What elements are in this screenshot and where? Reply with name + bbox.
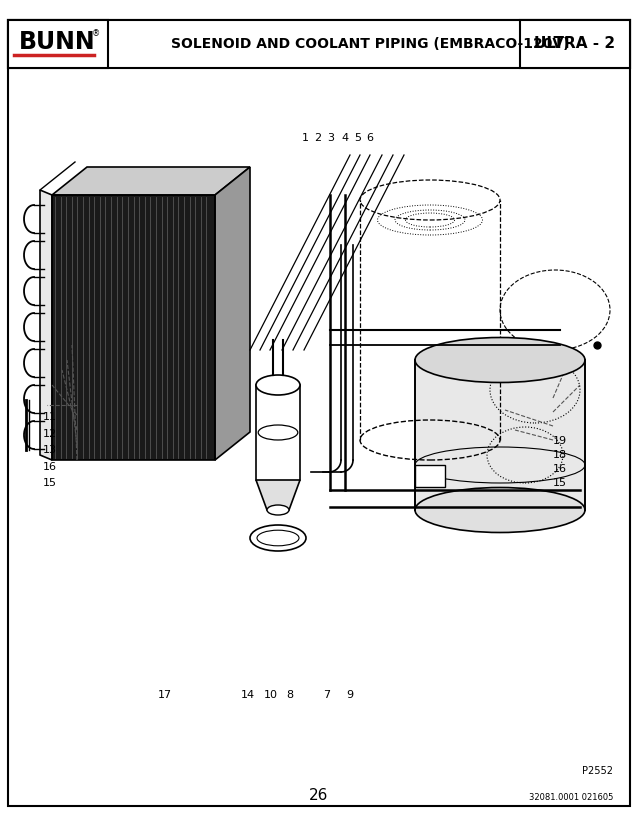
Text: 14: 14 <box>241 690 255 700</box>
Text: 15: 15 <box>553 478 567 488</box>
Text: 26: 26 <box>309 789 329 804</box>
Polygon shape <box>40 190 52 460</box>
Ellipse shape <box>415 338 585 382</box>
Ellipse shape <box>415 487 585 533</box>
Text: 16: 16 <box>553 464 567 474</box>
Text: 16: 16 <box>43 462 57 472</box>
Text: 19: 19 <box>553 436 567 446</box>
Bar <box>415 360 585 510</box>
Text: ®: ® <box>92 29 100 38</box>
Polygon shape <box>256 480 300 510</box>
Bar <box>8 20 108 68</box>
Text: SOLENOID AND COOLANT PIPING (EMBRACO-120V): SOLENOID AND COOLANT PIPING (EMBRACO-120… <box>171 37 569 51</box>
Text: 3: 3 <box>327 133 334 143</box>
Text: 13: 13 <box>43 445 57 455</box>
Text: 1: 1 <box>302 133 308 143</box>
Text: BUNN: BUNN <box>19 30 95 54</box>
Polygon shape <box>52 167 250 195</box>
Bar <box>52 195 215 460</box>
Text: 5: 5 <box>354 133 360 143</box>
Ellipse shape <box>250 525 306 551</box>
Text: 18: 18 <box>553 450 567 460</box>
Text: 6: 6 <box>367 133 373 143</box>
Text: 15: 15 <box>43 478 57 488</box>
Text: 32081.0001 021605: 32081.0001 021605 <box>529 794 613 803</box>
Text: P2552: P2552 <box>582 766 613 776</box>
Text: 12: 12 <box>43 429 57 439</box>
Text: 2: 2 <box>314 133 322 143</box>
Text: 4: 4 <box>341 133 348 143</box>
Text: 7: 7 <box>323 690 330 700</box>
Bar <box>520 20 630 68</box>
Text: ULTRA - 2: ULTRA - 2 <box>535 36 616 51</box>
Text: 10: 10 <box>264 690 278 700</box>
Ellipse shape <box>267 505 289 515</box>
Bar <box>8 20 630 68</box>
Text: 11: 11 <box>43 412 57 422</box>
Bar <box>415 465 445 487</box>
Bar <box>52 195 215 460</box>
Ellipse shape <box>256 375 300 395</box>
Polygon shape <box>215 167 250 460</box>
Text: 9: 9 <box>346 690 353 700</box>
Text: 17: 17 <box>158 690 172 700</box>
Text: 8: 8 <box>286 690 294 700</box>
